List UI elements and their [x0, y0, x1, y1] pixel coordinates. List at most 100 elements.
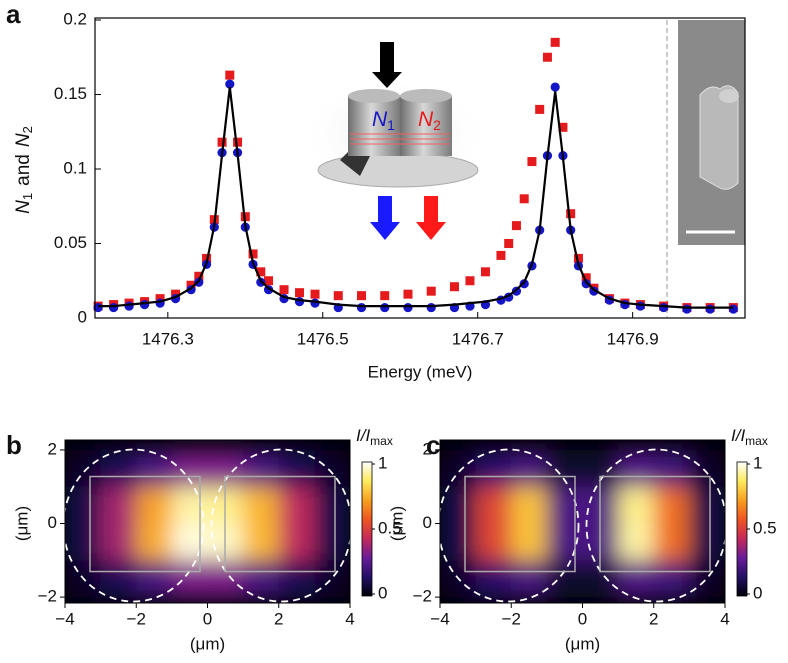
data-point [380, 302, 390, 313]
colorbar-title: I/Imax [356, 426, 393, 448]
y-label-sub: 2 [20, 126, 35, 133]
colorbar-title-main: I/I [356, 426, 370, 445]
data-point [728, 304, 738, 314]
panel-label: a [6, 0, 21, 29]
data-point [380, 291, 390, 301]
heatmap-cell [314, 560, 350, 598]
heatmap-cell [171, 486, 208, 525]
heatmap-cell [475, 523, 512, 561]
heatmap-cell [440, 486, 477, 525]
arrow-out [370, 196, 400, 240]
x-axis-label: (μm) [190, 634, 225, 653]
heatmap-cell [440, 523, 477, 561]
heatmap-cell [65, 449, 102, 488]
pillar [348, 96, 400, 156]
data-point [279, 285, 289, 295]
inset-label-sub: 1 [387, 117, 395, 133]
x-tick-label: 0 [203, 609, 212, 628]
data-point [426, 302, 436, 313]
heatmap-cell [689, 523, 725, 561]
colorbar-title: I/Imax [731, 426, 768, 448]
x-tick-label: 2 [649, 609, 658, 628]
colorbar-tick-label: 0 [378, 583, 387, 602]
data-point [217, 137, 227, 147]
heatmap-cell [65, 523, 102, 561]
x-tick-label: −2 [502, 609, 521, 628]
data-point [225, 70, 235, 80]
data-point [550, 37, 560, 47]
y-tick-label: 0.1 [63, 158, 87, 177]
colorbar-title-sub: max [745, 434, 768, 448]
heatmap-cell [243, 560, 280, 598]
heatmap-cell [653, 523, 690, 561]
heatmap-cell [511, 523, 548, 561]
y-tick-label: 0.05 [54, 233, 87, 252]
x-tick-label: 1476.3 [142, 329, 194, 348]
data-point [264, 276, 274, 286]
x-tick-label: −2 [127, 609, 146, 628]
arrow-in [372, 42, 402, 88]
data-point [581, 273, 591, 283]
data-point [310, 289, 320, 299]
panel-label: c [426, 430, 440, 460]
data-point [480, 267, 490, 277]
y-axis-label: (μm) [387, 506, 406, 541]
panel-label: b [6, 430, 22, 460]
heatmap-cell [136, 523, 173, 561]
data-point [535, 104, 545, 114]
pillar-top [348, 89, 400, 103]
x-tick-label: 4 [345, 609, 354, 628]
y-tick-label: 2 [423, 439, 432, 458]
y-label-n: N [13, 200, 34, 214]
data-point [233, 137, 243, 147]
colorbar-tick-label: 0.5 [753, 518, 777, 537]
y-tick-label: 0.2 [63, 9, 87, 28]
colorbar-title-sub: max [370, 434, 393, 448]
data-point [256, 267, 266, 277]
heatmap-cell [243, 523, 280, 561]
x-tick-label: 1476.5 [297, 329, 349, 348]
pillar-outline [210, 448, 350, 603]
colorbar-tick-label: 0.5 [378, 518, 402, 537]
y-axis-label: N1andN2 [13, 126, 35, 214]
heatmap-cell [100, 486, 137, 525]
data-point [225, 79, 235, 89]
heatmap-cell [171, 560, 208, 598]
data-point [566, 209, 576, 219]
heatmap-cell [278, 486, 315, 525]
data-point [504, 239, 514, 248]
sem-pillar [699, 85, 739, 190]
x-tick-label: −4 [55, 609, 74, 628]
data-point [295, 288, 305, 298]
colorbar-tick-label: 1 [753, 453, 762, 472]
data-point [356, 302, 367, 313]
data-point [124, 301, 134, 311]
data-point [108, 302, 119, 313]
pillar-outline [440, 448, 580, 603]
pillar [400, 96, 452, 156]
data-point [558, 122, 568, 132]
data-point [403, 289, 413, 299]
heatmap-cells [65, 449, 350, 598]
fit-line [98, 86, 734, 309]
heatmap-cell [100, 560, 137, 598]
inset-label: N2 [418, 108, 441, 133]
heatmap-cell [243, 486, 280, 525]
data-point [542, 52, 552, 62]
mode-box [224, 475, 336, 573]
x-axis-label: Energy (meV) [368, 362, 473, 381]
y-tick-label: 2 [48, 439, 57, 458]
x-tick-label: −4 [430, 609, 449, 628]
y-tick-label: −2 [38, 587, 57, 606]
mode-box [89, 475, 201, 573]
heatmap-cell [475, 560, 512, 598]
data-point [403, 302, 413, 313]
pillar-outline [585, 448, 725, 603]
heatmap-cell [653, 560, 690, 598]
heatmap-cell [618, 486, 655, 525]
heatmap-cell [618, 523, 655, 561]
heatmap-cell [653, 486, 690, 525]
colorbar-tick-label: 0 [753, 583, 762, 602]
heatmap-cell [136, 560, 173, 598]
